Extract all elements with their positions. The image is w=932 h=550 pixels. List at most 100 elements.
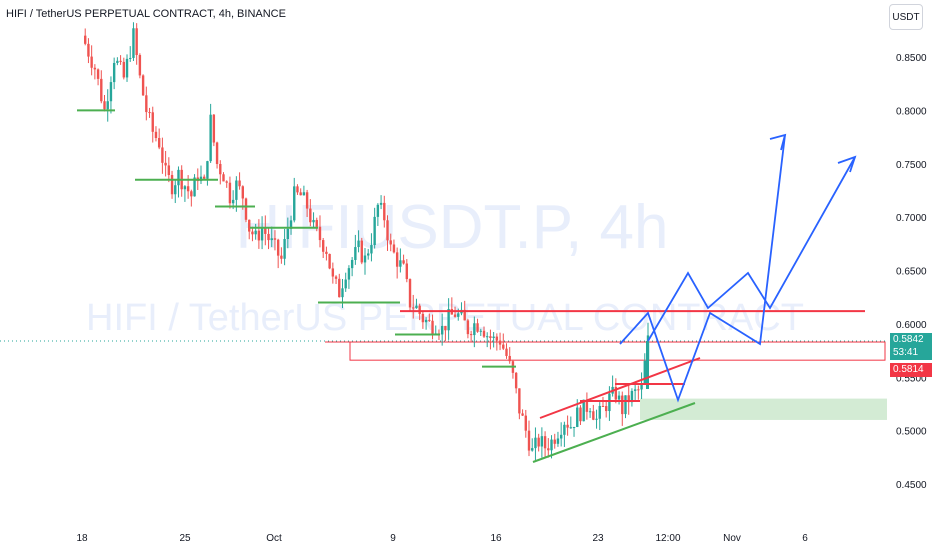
candle-body — [588, 411, 592, 413]
candle-body — [540, 436, 544, 447]
candle-body — [627, 395, 630, 403]
candle-body — [183, 186, 187, 190]
candle-body — [157, 138, 161, 148]
candle-body — [129, 57, 132, 59]
candle-body — [84, 35, 87, 44]
y-tick-label: 0.7000 — [896, 213, 927, 224]
candle-body — [492, 336, 495, 338]
candle-body — [376, 204, 380, 217]
candle-body — [145, 95, 148, 113]
candle-body — [334, 276, 338, 279]
candle-body — [447, 309, 450, 331]
projection-arrowhead — [837, 155, 857, 173]
candle-body — [106, 101, 109, 110]
candle-body — [289, 220, 293, 229]
candle-body — [633, 389, 637, 391]
candle-body — [640, 383, 643, 390]
candle-body — [93, 67, 97, 70]
candle-body — [254, 230, 257, 235]
last-candle — [646, 341, 649, 389]
candle-body — [486, 336, 489, 338]
candle-body — [392, 244, 396, 253]
candle-body — [270, 238, 273, 241]
x-tick-label: 25 — [179, 533, 191, 544]
candle-body — [161, 147, 164, 163]
red-box — [349, 341, 886, 361]
candle-body — [563, 424, 566, 435]
candle-body — [219, 163, 222, 175]
candle-body — [260, 227, 264, 241]
candle-body — [418, 305, 421, 314]
candle-body — [318, 226, 322, 241]
candle-body — [595, 418, 598, 420]
candle-body — [386, 220, 389, 241]
candle-body — [328, 253, 331, 269]
candle-body — [617, 395, 621, 400]
candle-body — [325, 251, 328, 254]
candle-body — [476, 323, 479, 332]
x-tick-label: 6 — [802, 533, 808, 544]
candle-body — [286, 228, 290, 239]
candle-body — [296, 186, 299, 193]
candle-body — [338, 278, 341, 298]
candle-body — [395, 252, 399, 267]
candle-body — [466, 320, 470, 335]
candle-body — [350, 259, 354, 269]
candle-body — [463, 309, 466, 321]
candle-body — [521, 413, 524, 416]
candle-body — [273, 238, 277, 240]
candle-body — [367, 253, 370, 256]
candle-body — [264, 227, 267, 234]
candle-body — [299, 192, 302, 196]
x-tick-label: 12:00 — [655, 533, 680, 544]
candle-body — [321, 240, 325, 252]
candle-body — [309, 208, 312, 223]
candle-body — [116, 60, 119, 63]
candle-body — [302, 192, 306, 196]
candle-body — [203, 176, 206, 179]
candle-body — [608, 393, 611, 412]
candle-body — [559, 434, 563, 439]
x-tick-label: Nov — [723, 533, 741, 544]
candle-body — [518, 388, 521, 414]
candle-body — [222, 174, 225, 182]
projection-arrowhead — [769, 133, 787, 151]
candle-body — [412, 307, 415, 309]
x-tick-label: 9 — [390, 533, 396, 544]
candle-body — [312, 219, 315, 223]
candle-body — [231, 199, 235, 204]
candle-body — [347, 268, 351, 280]
candle-body — [141, 75, 145, 96]
candle-body — [469, 334, 473, 336]
candle-body — [90, 56, 93, 68]
candle-body — [408, 279, 412, 308]
candle-body — [177, 169, 180, 186]
countdown-tag: 53:41 — [890, 346, 932, 360]
candle-body — [601, 405, 605, 407]
candle-body — [212, 114, 216, 143]
candle-body — [572, 426, 576, 428]
candle-body — [100, 78, 103, 102]
candle-body — [421, 313, 425, 323]
candle-body — [122, 61, 126, 78]
candle-body — [598, 405, 601, 419]
projection-path — [647, 156, 856, 342]
candle-body — [170, 175, 174, 195]
candle-body — [514, 372, 518, 389]
candle-body — [531, 448, 534, 451]
candle-body — [524, 415, 527, 431]
x-tick-label: 18 — [76, 533, 88, 544]
candle-body — [553, 439, 556, 444]
candle-body — [305, 192, 309, 209]
candle-body — [399, 260, 402, 267]
candle-body — [428, 319, 431, 321]
candle-body — [543, 436, 547, 449]
candle-body — [498, 340, 502, 345]
current-price-tag: 0.5842 — [890, 333, 932, 347]
candle-body — [550, 439, 553, 451]
currency-button[interactable]: USDT — [889, 4, 923, 30]
candle-body — [569, 427, 573, 429]
candle-body — [238, 180, 241, 187]
candle-body — [225, 181, 228, 183]
